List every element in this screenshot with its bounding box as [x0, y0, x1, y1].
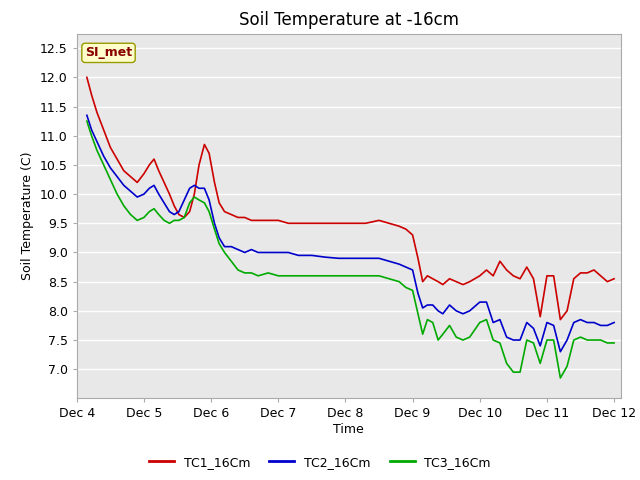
- Y-axis label: Soil Temperature (C): Soil Temperature (C): [21, 152, 35, 280]
- X-axis label: Time: Time: [333, 423, 364, 436]
- Legend: TC1_16Cm, TC2_16Cm, TC3_16Cm: TC1_16Cm, TC2_16Cm, TC3_16Cm: [144, 451, 496, 474]
- Text: SI_met: SI_met: [85, 47, 132, 60]
- Title: Soil Temperature at -16cm: Soil Temperature at -16cm: [239, 11, 459, 29]
